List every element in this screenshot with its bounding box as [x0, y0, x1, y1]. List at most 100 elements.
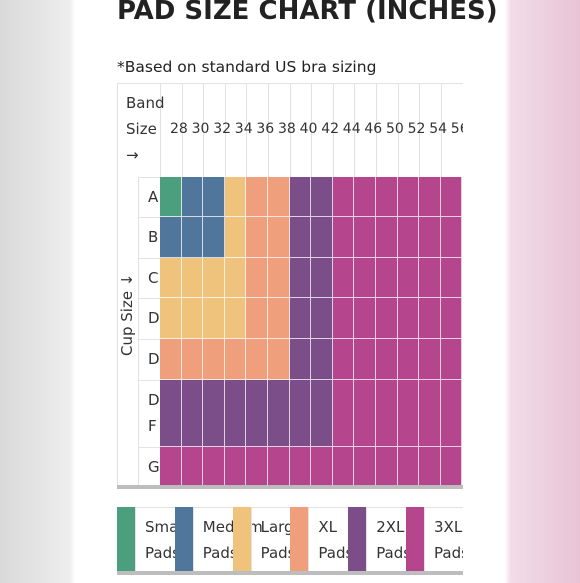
grid-line: [246, 83, 248, 177]
size-cell: [354, 217, 376, 258]
legend-divider: [250, 507, 252, 573]
legend-swatch: [348, 507, 367, 573]
size-cell: [332, 380, 355, 447]
size-cell: [181, 258, 204, 298]
band-label: 52: [407, 121, 426, 137]
size-cell: [354, 380, 376, 447]
grid-line: [160, 83, 161, 177]
grid-line: [268, 83, 269, 177]
size-cell: [268, 258, 290, 298]
grid-line: [332, 83, 334, 177]
cup-label: C: [148, 269, 159, 287]
band-label: 34: [234, 121, 253, 137]
size-cell: [332, 258, 355, 298]
row-line: [138, 339, 160, 340]
size-cell: [246, 258, 268, 298]
size-cell: [311, 380, 333, 447]
scroll-bar: [117, 571, 463, 575]
size-cell: [376, 447, 398, 487]
size-cell: [203, 177, 225, 217]
size-cell: [397, 447, 420, 487]
size-cell: [268, 380, 290, 447]
grid-line: [311, 83, 313, 177]
grid-line: [397, 83, 399, 177]
size-cell: [203, 217, 225, 258]
size-cell: [246, 217, 268, 258]
size-cell: [160, 447, 182, 487]
row-line: [138, 177, 160, 178]
size-cell: [203, 380, 225, 447]
size-cell: [160, 177, 182, 217]
size-cell: [440, 298, 463, 339]
legend-divider: [135, 507, 136, 573]
size-cell: [311, 177, 333, 217]
size-cell: [224, 177, 247, 217]
size-cell: [224, 447, 247, 487]
size-cell: [160, 380, 182, 447]
size-cell: [268, 447, 290, 487]
size-cell: [332, 217, 355, 258]
grid-line: [354, 83, 356, 177]
band-label: 36: [256, 121, 275, 137]
legend-divider: [366, 507, 368, 573]
band-label: 44: [342, 121, 361, 137]
band-label: 50: [386, 121, 404, 137]
band-label: 30: [191, 121, 210, 137]
row-line: [138, 258, 160, 259]
band-header: Band Size →: [126, 94, 165, 164]
band-label: 46: [364, 121, 383, 137]
size-cell: [181, 380, 204, 447]
size-cell: [354, 339, 376, 380]
size-cell: [376, 380, 398, 447]
grid-line: [440, 83, 442, 177]
size-cell: [419, 177, 441, 217]
size-cell: [289, 217, 312, 258]
size-cell: [181, 339, 204, 380]
size-cell: [181, 298, 204, 339]
band-label: 28: [170, 121, 188, 137]
cup-header: Cup Size ↓: [118, 273, 136, 356]
legend-divider: [424, 507, 425, 573]
legend-divider: [308, 507, 310, 573]
size-cell: [440, 258, 463, 298]
cup-label: A: [148, 188, 159, 206]
size-cell: [419, 298, 441, 339]
row-line: [138, 217, 160, 218]
size-cell: [354, 447, 376, 487]
size-cell: [354, 177, 376, 217]
size-cell: [311, 339, 333, 380]
size-cell: [332, 447, 355, 487]
size-cell: [419, 339, 441, 380]
border: [117, 83, 118, 487]
size-cell: [246, 177, 268, 217]
grid-line: [419, 83, 421, 177]
size-cell: [376, 258, 398, 298]
grid-line: [138, 177, 139, 487]
size-cell: [397, 217, 420, 258]
band-label: 40: [299, 121, 318, 137]
scroll-bar: [117, 485, 463, 489]
grid-line: [224, 83, 226, 177]
size-cell: [160, 258, 182, 298]
legend-label: XL Pads: [318, 518, 354, 562]
row-line: [138, 298, 160, 299]
row-line: [138, 380, 160, 381]
cup-label: DDD-F: [148, 391, 188, 435]
size-cell: [376, 339, 398, 380]
size-cell: [203, 339, 225, 380]
size-cell: [332, 298, 355, 339]
legend-border: [117, 507, 463, 508]
subtitle: *Based on standard US bra sizing: [117, 58, 377, 76]
size-cell: [160, 217, 182, 258]
legend-swatch: [174, 507, 193, 573]
size-cell: [289, 339, 312, 380]
size-cell: [311, 447, 333, 487]
size-cell: [181, 447, 204, 487]
band-label: 38: [278, 121, 296, 137]
size-cell: [224, 380, 247, 447]
grid-line: [376, 83, 377, 177]
size-cell: [332, 339, 355, 380]
band-label: 32: [213, 121, 232, 137]
cup-label: G+: [148, 454, 172, 480]
legend-label: 3XL Pads: [434, 518, 463, 562]
